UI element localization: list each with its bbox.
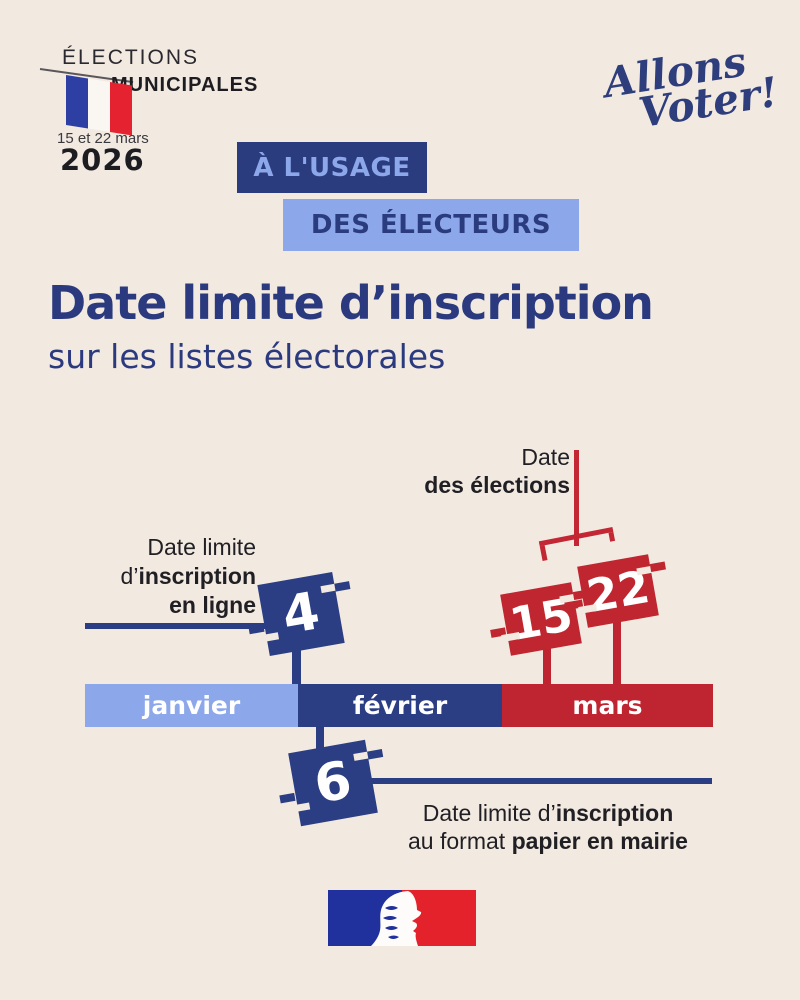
pole-february-6 (316, 722, 324, 758)
online-deadline-line1: Date limite (147, 534, 256, 560)
marianne-face-silhouette (371, 891, 422, 946)
date-badge-4-number: 4 (277, 581, 325, 647)
pole-march-22 (613, 600, 621, 690)
badge-glitch-cut (291, 802, 311, 813)
timeline-segment-fevrier: février (298, 684, 502, 727)
date-badge-march-15: 15 (500, 582, 582, 656)
marianne-republic-logo (328, 890, 476, 946)
paper-deadline-line1: Date limite d’inscription (422, 800, 674, 826)
pole-march-15 (543, 640, 551, 690)
page-title: Date limite d’inscription (48, 276, 654, 330)
allons-voter-logo: Allons Voter! (600, 37, 781, 139)
page-subtitle: sur les listes électorales (48, 337, 446, 376)
french-flag-icon (66, 75, 132, 136)
pole-february-4 (292, 645, 301, 692)
logo-election-year: 2026 (60, 143, 145, 177)
timeline-segment-janvier: janvier (85, 684, 298, 727)
badge-glitch-cut (353, 750, 375, 761)
elections-date-label: Date des élections (380, 443, 570, 499)
online-deadline-connector-line (85, 623, 280, 629)
paper-deadline-label: Date limite d’inscription au format papi… (378, 799, 718, 855)
online-deadline-line3: en ligne (169, 592, 256, 618)
paper-deadline-connector-line (350, 778, 712, 784)
date-badge-february-6: 6 (288, 739, 378, 827)
flag-blue-stripe (66, 75, 88, 129)
elections-connector-line (574, 450, 579, 546)
badge-glitch-cut (320, 582, 342, 594)
elections-date-label-line2: des élections (424, 472, 570, 498)
online-deadline-label: Date limite d’inscription en ligne (60, 533, 256, 620)
logo-title-line2: MUNICIPALES (111, 74, 259, 96)
logo-title-line1: ÉLECTIONS (62, 46, 200, 69)
logo-election-dates: 15 et 22 mars (57, 130, 149, 147)
flag-white-stripe (88, 78, 110, 132)
date-badge-march-22: 22 (577, 554, 659, 628)
badge-glitch-cut (260, 632, 280, 643)
date-badge-february-4: 4 (257, 571, 345, 657)
audience-badge-electeurs: DES ÉLECTEURS (283, 199, 579, 251)
elections-date-label-line1: Date (521, 444, 570, 470)
audience-badge-usage: À L'USAGE (237, 142, 427, 193)
online-deadline-line2: d’inscription (120, 563, 256, 589)
month-timeline-bar: janvier février mars (85, 684, 713, 727)
timeline-segment-mars: mars (502, 684, 713, 727)
flag-red-stripe (110, 81, 132, 136)
paper-deadline-line2: au format papier en mairie (408, 828, 688, 854)
marianne-hair-strokes (383, 906, 399, 939)
date-badge-6-number: 6 (309, 750, 357, 816)
